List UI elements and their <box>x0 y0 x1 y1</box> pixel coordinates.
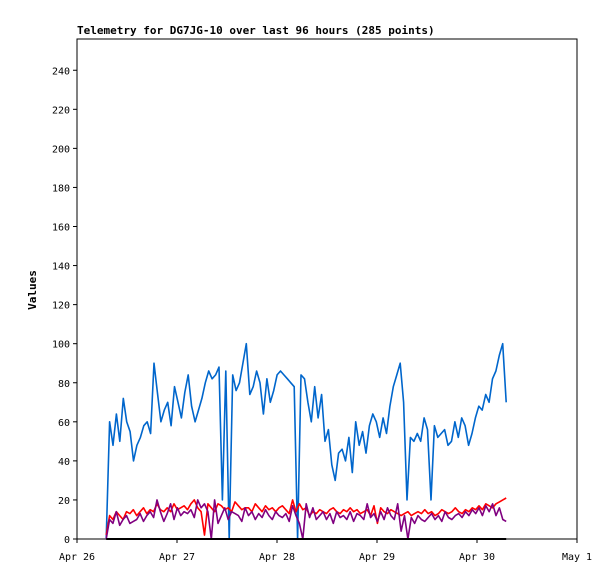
y-axis-label: Values <box>26 270 39 310</box>
y-tick-label: 120 <box>52 301 70 312</box>
y-tick-label: 80 <box>58 379 70 390</box>
x-tick-label: Apr 27 <box>159 552 195 563</box>
y-tick-label: 0 <box>64 535 70 546</box>
y-tick-label: 220 <box>52 105 70 116</box>
x-axis: Apr 26 Apr 27 Apr 28 Apr 29 Apr 30 May 1 <box>59 539 592 563</box>
y-tick-label: 160 <box>52 223 70 234</box>
x-tick-label: Apr 30 <box>459 552 495 563</box>
y-tick-label: 60 <box>58 418 70 429</box>
y-tick-label: 200 <box>52 144 70 155</box>
y-tick-label: 180 <box>52 183 70 194</box>
chart-title: Telemetry for DG7JG-10 over last 96 hour… <box>77 24 435 37</box>
y-tick-label: 240 <box>52 66 70 77</box>
y-tick-label: 40 <box>58 457 70 468</box>
y-axis: 0 20 40 60 80 100 120 140 160 180 200 220 240 <box>52 66 77 546</box>
plot-frame <box>76 38 578 540</box>
x-tick-label: May 1 <box>562 552 592 563</box>
series-line-1 <box>105 342 507 540</box>
x-tick-label: Apr 28 <box>259 552 295 563</box>
x-tick-label: Apr 29 <box>359 552 395 563</box>
series-layer <box>105 342 507 540</box>
series-line-3 <box>105 499 507 540</box>
y-tick-label: 20 <box>58 496 70 507</box>
y-tick-label: 140 <box>52 262 70 273</box>
y-tick-label: 100 <box>52 340 70 351</box>
x-tick-label: Apr 26 <box>59 552 95 563</box>
